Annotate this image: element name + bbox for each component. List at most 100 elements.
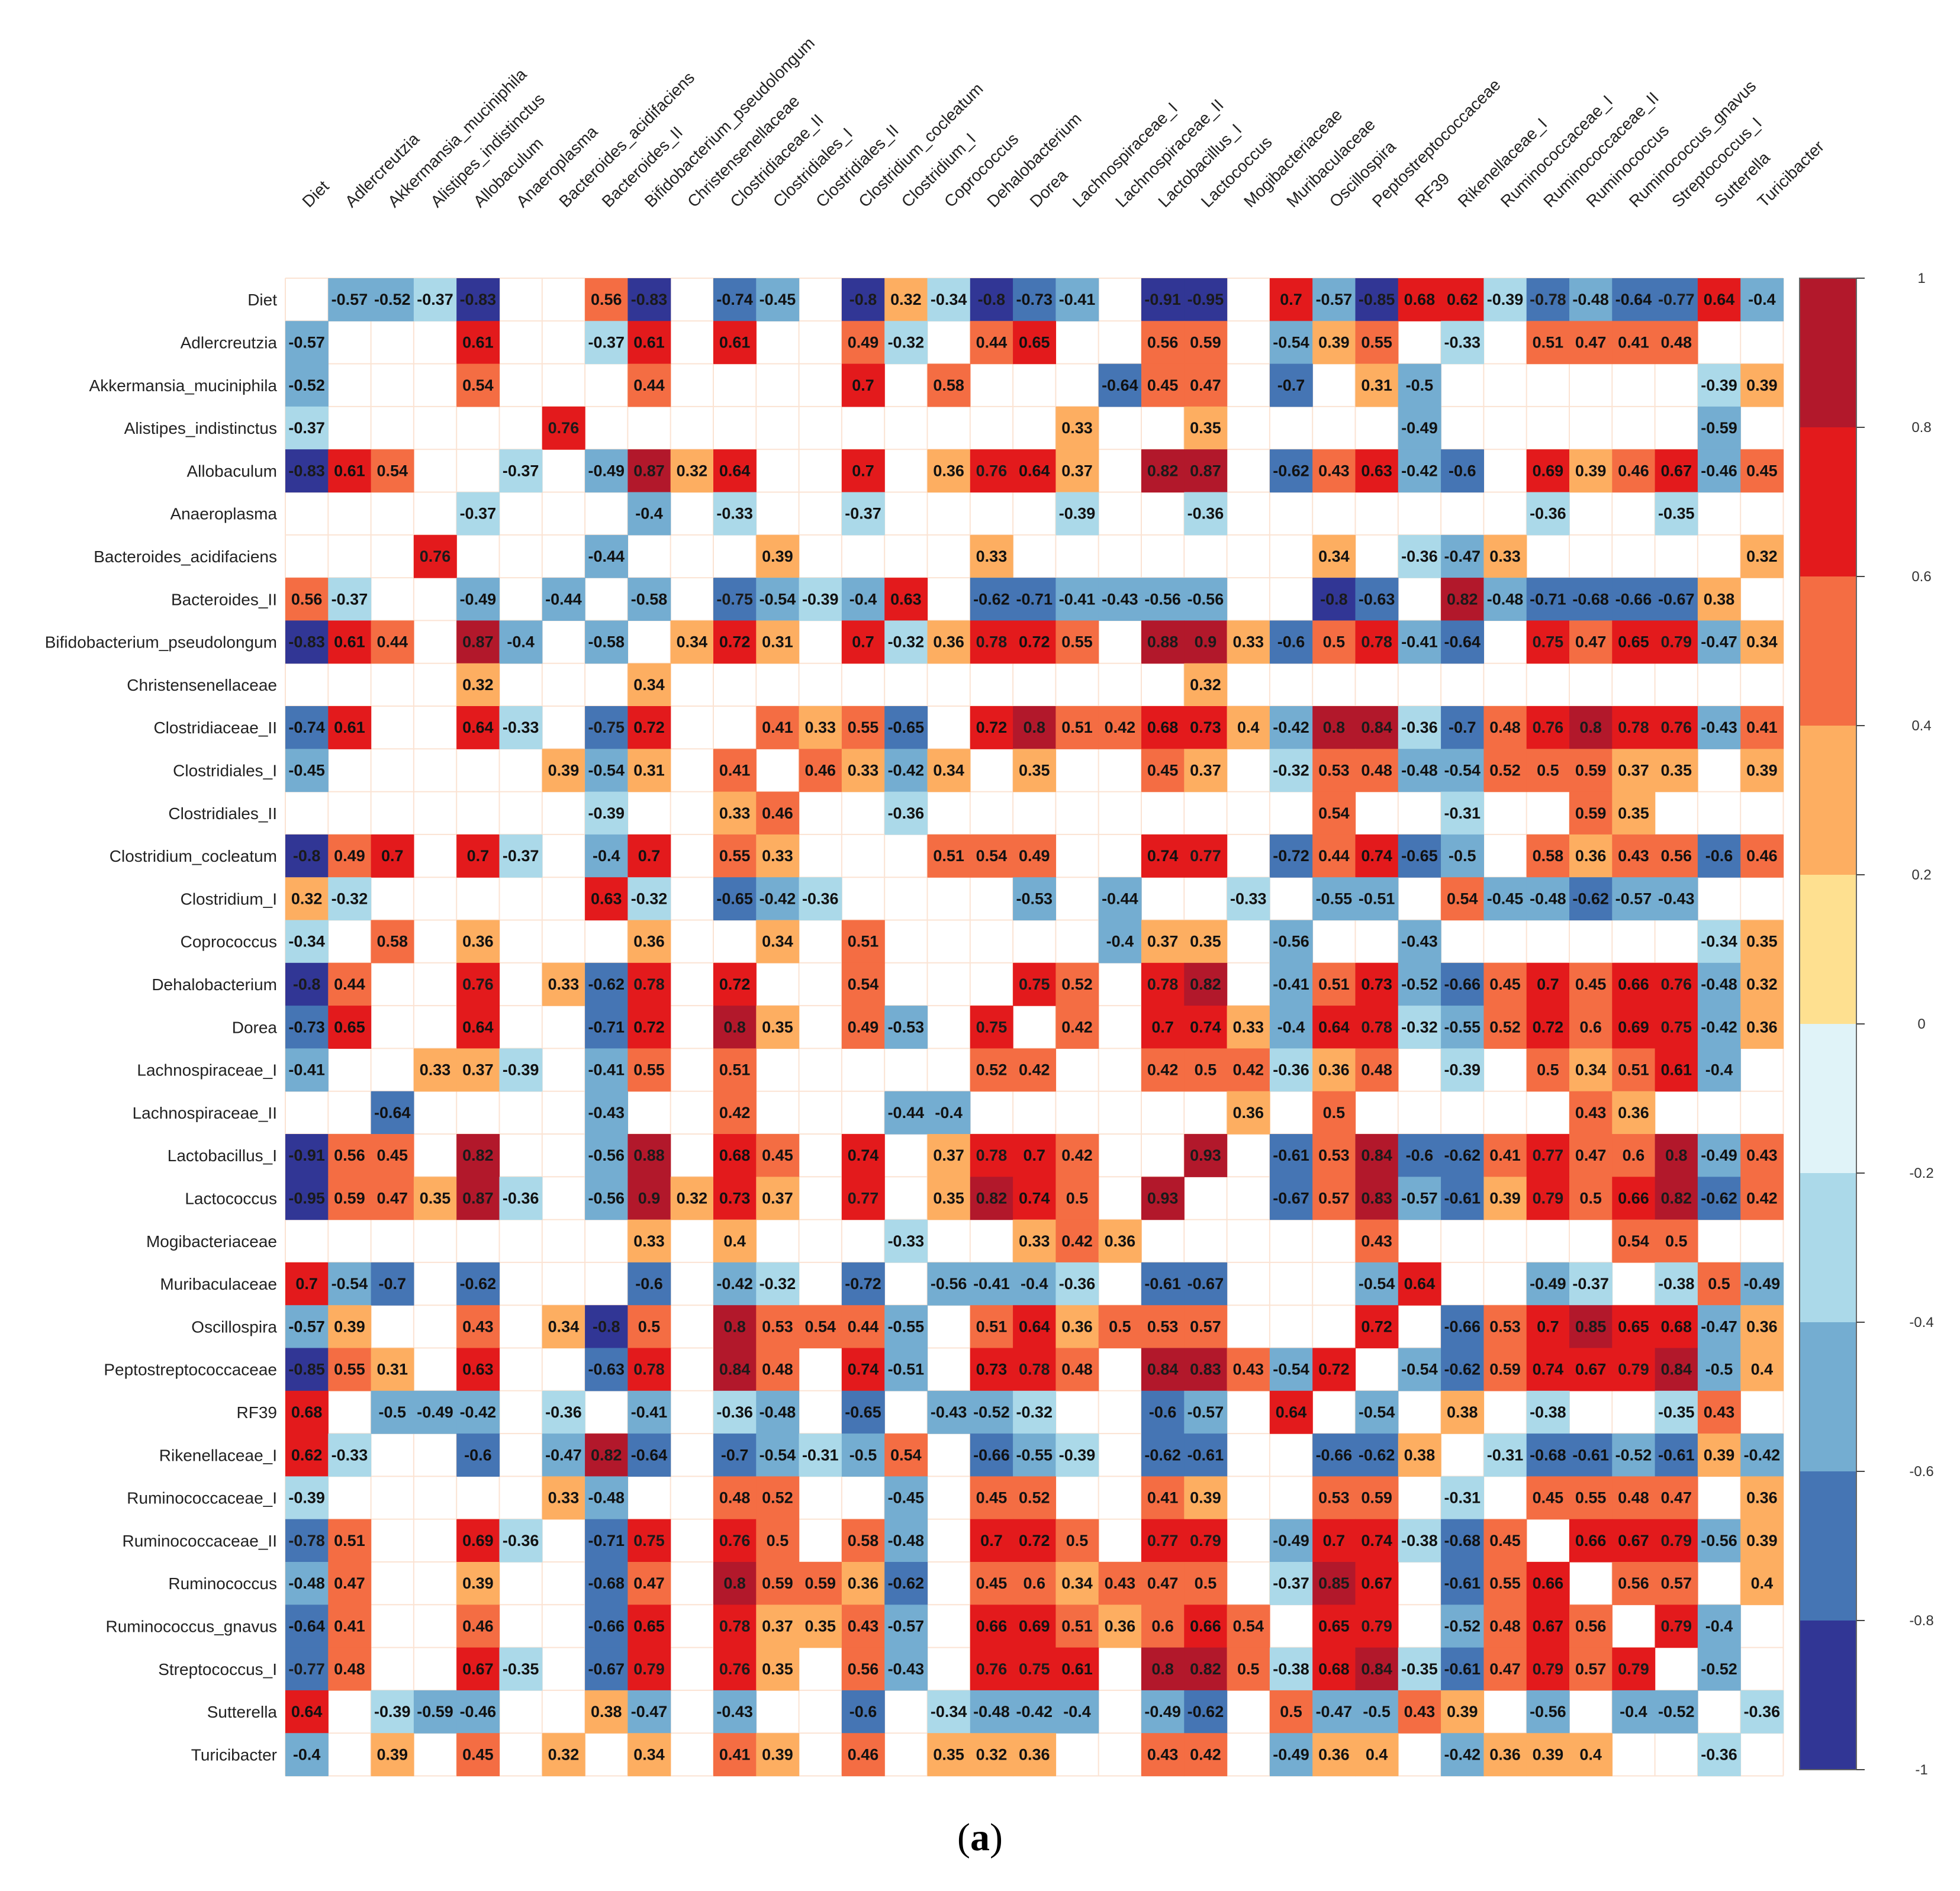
row-label-dorea: Dorea — [232, 1018, 278, 1036]
row-label-adlercreutzia: Adlercreutzia — [181, 333, 278, 352]
heatmap-cell — [1441, 1690, 1484, 1734]
cell-value-label: -0.65 — [716, 890, 753, 907]
heatmap-cell — [1184, 1476, 1228, 1520]
cell-value-label: 0.54 — [1232, 1617, 1264, 1635]
cell-value-label: 0.88 — [633, 1146, 665, 1164]
cell-value-label: 0.51 — [1318, 975, 1350, 993]
heatmap-cell — [756, 877, 800, 921]
cell-value-label: -0.36 — [1059, 1275, 1096, 1293]
row-label-bifidobacterium-pseudolongum: Bifidobacterium_pseudolongum — [45, 633, 277, 652]
cell-value-label: 0.75 — [976, 1018, 1008, 1036]
cell-value-label: 0.41 — [334, 1617, 365, 1635]
heatmap-cell — [1655, 1605, 1698, 1648]
cell-value-label: 0.55 — [334, 1361, 365, 1378]
heatmap-cell — [1141, 834, 1185, 878]
cell-value-label: 0.64 — [1704, 291, 1735, 308]
heatmap-cell — [499, 449, 543, 493]
heatmap-cell — [627, 492, 671, 536]
cell-value-label: 0.64 — [1276, 1403, 1307, 1421]
heatmap-cell — [1740, 449, 1784, 493]
cell-value-label: -0.39 — [1444, 1061, 1481, 1079]
heatmap-cell — [371, 1262, 414, 1306]
heatmap-cell — [1569, 749, 1613, 793]
colorbar-segment — [1800, 1322, 1856, 1472]
heatmap-cell — [1269, 920, 1313, 964]
heatmap-cell — [285, 1048, 329, 1092]
heatmap-cell — [1269, 1006, 1313, 1049]
heatmap-cell — [413, 1690, 457, 1734]
heatmap-cell — [1740, 706, 1784, 749]
heatmap-cell — [285, 1519, 329, 1563]
cell-value-label: -0.4 — [1705, 1617, 1733, 1635]
cell-value-label: 0.93 — [1190, 1146, 1221, 1164]
heatmap-cell — [1569, 877, 1613, 921]
heatmap-cell — [1569, 449, 1613, 493]
cell-value-label: 0.56 — [1575, 1617, 1607, 1635]
heatmap-cell — [841, 1433, 885, 1477]
heatmap-cell — [1569, 1177, 1613, 1220]
heatmap-cell — [841, 1348, 885, 1391]
heatmap-cell — [1013, 1134, 1056, 1177]
cell-value-label: 0.5 — [1579, 1189, 1602, 1207]
heatmap-cell — [1312, 578, 1356, 621]
cell-value-label: 0.5 — [1066, 1189, 1089, 1207]
heatmap-cell — [927, 620, 971, 664]
cell-value-label: -0.68 — [1572, 590, 1609, 608]
heatmap-cell — [1441, 1562, 1484, 1605]
heatmap-cell — [456, 278, 500, 321]
heatmap-cell — [1227, 620, 1270, 664]
cell-value-label: -0.36 — [1401, 719, 1438, 736]
row-label-bacteroides-ii: Bacteroides_II — [171, 590, 277, 608]
heatmap-cell — [884, 1006, 928, 1049]
cell-value-label: -0.83 — [288, 633, 325, 651]
cell-value-label: 0.66 — [976, 1617, 1008, 1635]
cell-value-label: 0.82 — [1190, 1660, 1221, 1678]
heatmap-cell — [542, 1390, 585, 1434]
heatmap-cell — [1013, 1562, 1056, 1605]
cell-value-label: 0.33 — [420, 1061, 451, 1079]
cell-value-label: 0.82 — [1147, 462, 1179, 479]
heatmap-cell — [884, 620, 928, 664]
cell-value-label: -0.66 — [1444, 1317, 1481, 1335]
heatmap-cell — [1655, 962, 1698, 1006]
colorbar-segment — [1800, 1471, 1856, 1621]
cell-value-label: 0.46 — [848, 1745, 879, 1763]
heatmap-cell — [841, 1177, 885, 1220]
cell-value-label: -0.36 — [503, 1189, 539, 1207]
heatmap-cell — [1355, 1006, 1399, 1049]
cell-value-label: 0.33 — [1232, 1018, 1264, 1036]
cell-value-label: -0.71 — [1016, 590, 1053, 608]
cell-value-label: -0.32 — [759, 1275, 796, 1293]
cell-value-label: 0.36 — [1618, 1104, 1649, 1122]
row-label-sutterella: Sutterella — [207, 1703, 278, 1721]
heatmap-cell — [1141, 1476, 1185, 1520]
colorbar-tick-label: 0.6 — [1911, 569, 1931, 585]
cell-value-label: -0.68 — [1530, 1446, 1566, 1464]
heatmap-cell — [1184, 920, 1228, 964]
cell-value-label: 0.7 — [1537, 975, 1559, 993]
heatmap-cell — [1526, 1562, 1570, 1605]
heatmap-cell — [1697, 962, 1741, 1006]
heatmap-cell — [285, 1262, 329, 1306]
heatmap-cell — [1697, 1177, 1741, 1220]
cell-value-label: 0.69 — [462, 1532, 494, 1549]
heatmap-cell — [713, 1219, 757, 1263]
cell-value-label: 0.76 — [462, 975, 494, 993]
cell-value-label: -0.64 — [631, 1446, 668, 1464]
row-label-lachnospiraceae-ii: Lachnospiraceae_II — [133, 1104, 277, 1122]
heatmap-cell — [1569, 834, 1613, 878]
heatmap-cell — [756, 920, 800, 964]
cell-value-label: 0.38 — [1704, 590, 1735, 608]
cell-value-label: 0.57 — [1190, 1317, 1221, 1335]
cell-value-label: 0.72 — [633, 719, 665, 736]
cell-value-label: 0.36 — [1105, 1232, 1136, 1250]
heatmap-cell — [1697, 1605, 1741, 1648]
cell-value-label: 0.41 — [719, 1745, 751, 1763]
heatmap-cell — [1655, 1348, 1698, 1391]
heatmap-cell — [1441, 834, 1484, 878]
cell-value-label: -0.4 — [507, 633, 535, 651]
heatmap-cell — [1612, 1048, 1656, 1092]
heatmap-cell — [1740, 920, 1784, 964]
heatmap-cell — [970, 1647, 1013, 1691]
heatmap-cell — [585, 1048, 628, 1092]
